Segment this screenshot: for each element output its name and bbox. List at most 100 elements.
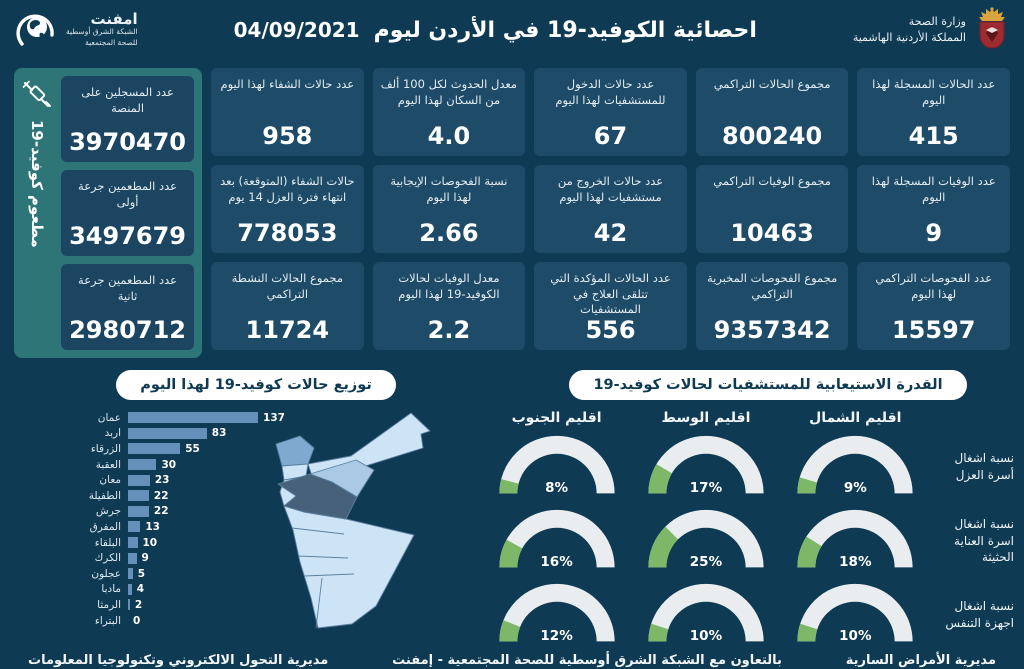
stat-card-label: عدد الحالات المسجلة لهذا اليوم: [872, 77, 996, 107]
stats-grid: عدد الحالات المسجلة لهذا اليوم 415 عدد الو…: [0, 60, 1024, 364]
bar-row: الكرك 9: [36, 550, 482, 566]
jordan-map: [256, 406, 468, 632]
stat-card: عدد الوفيات المسجلة لهذا اليوم 9: [857, 165, 1010, 253]
gauge-arc: [498, 435, 615, 494]
hospital-capacity-section: اقليم الشمال اقليم الوسط اقليم الجنوب نسبة …: [482, 406, 1014, 644]
gauge-arc: [797, 435, 913, 494]
bar: [128, 552, 137, 564]
vaccination-panel: عدد المسجلين على المنصة 3970470 عدد المطعم…: [14, 68, 202, 358]
gauge-value: 18%: [839, 554, 872, 570]
stat-card-value: 2980712: [69, 316, 186, 344]
vaccination-cards: عدد المسجلين على المنصة 3970470 عدد المطعم…: [61, 76, 194, 350]
bar-row: الطفيلة 22: [36, 488, 482, 504]
bar-category-label: البلقاء: [94, 536, 122, 549]
stat-card-value: 42: [593, 219, 628, 247]
gauge: 16%: [493, 504, 621, 578]
stat-card: عدد حالات الشفاء لهذا اليوم 958: [211, 68, 364, 156]
bar: [128, 568, 133, 580]
stat-card-value: 3970470: [69, 128, 186, 156]
gauge-arc: [498, 583, 615, 642]
bar: [128, 599, 130, 611]
gauge-region-header: اقليم الوسط: [661, 410, 751, 426]
bar-category-label: عجلون: [91, 567, 122, 580]
gauge-row-label: نسبة اشغال اجهزة التنفس: [945, 599, 1014, 630]
gauge: 18%: [791, 504, 919, 578]
gauge: 25%: [642, 504, 770, 578]
bar-category-label: المفرق: [89, 520, 122, 533]
emphnet-line1: الشبكة الشرق أوسطية: [66, 27, 138, 37]
stat-card: مجموع الفحوصات المخبرية التراكمي 9357342: [695, 262, 849, 350]
stat-card: نسبة الفحوصات الإيجابية لهذا اليوم 2.66: [372, 165, 526, 253]
bar-category-label: عمان: [97, 411, 122, 424]
stat-card-label: معدل الوفيات لحالات الكوفيد-19 لهذا اليو…: [398, 271, 500, 301]
stat-card-label: مجموع الفحوصات المخبرية التراكمي: [706, 271, 838, 301]
bar-value-label: 83: [211, 427, 227, 440]
syringe-icon: [22, 80, 52, 107]
gauge-value: 25%: [689, 554, 723, 570]
footer-left: مديرية التحول الالكتروني وتكنولوجيا المع…: [28, 653, 329, 668]
vaccination-strip: مطعوم كوفيد-19: [19, 76, 55, 350]
bar-row: اربد 83: [36, 426, 482, 442]
stat-card-label: عدد المسجلين على المنصة: [81, 85, 174, 115]
stats-column: مجموع الحالات التراكمي 800240 مجموع الوفيا…: [695, 68, 849, 358]
stat-card-label: عدد الحالات المؤكدة التي تتلقى العلاج في…: [550, 271, 671, 317]
bar-category-label: العقبة: [95, 458, 122, 471]
stat-card: حالات الشفاء (المتوقعة) بعد انتهاء فترة …: [211, 165, 364, 253]
stats-column: معدل الحدوث لكل 100 ألف من السكان لهذا ا…: [372, 68, 526, 358]
gauge-arc: [648, 583, 764, 642]
bar: [128, 474, 150, 486]
bar-category-label: جرش: [95, 505, 122, 518]
stat-card: عدد حالات الخروج من مستشفيات لهذا اليوم 4…: [534, 165, 687, 253]
bar: [128, 459, 157, 471]
bar: [128, 443, 181, 455]
stat-card: مجموع الحالات التراكمي 800240: [695, 68, 849, 156]
stat-card: مجموع الوفيات التراكمي 10463: [695, 165, 849, 253]
bar-value-label: 30: [161, 458, 177, 471]
stat-card-label: مجموع الحالات التراكمي: [713, 77, 831, 91]
stat-card: عدد المطعمين جرعة أولى 3497679: [61, 170, 194, 256]
bar-value-label: 10: [142, 536, 158, 549]
stat-card-value: 556: [585, 316, 636, 344]
stat-card: عدد الحالات المؤكدة التي تتلقى العلاج في…: [534, 262, 687, 350]
stat-card: عدد الحالات المسجلة لهذا اليوم 415: [857, 68, 1010, 156]
globe-icon: [16, 14, 54, 46]
bar-value-label: 2: [134, 598, 143, 611]
bar-row: المفرق 13: [36, 519, 482, 535]
stat-card: معدل الوفيات لحالات الكوفيد-19 لهذا اليو…: [372, 262, 526, 350]
case-distribution-section: عمان 137 اربد 83 الزرقاء 55 العقبة 30 معان 23 الطف…: [10, 406, 482, 644]
bar: [128, 427, 207, 439]
bar-value-label: 137: [263, 411, 285, 424]
gauge-arc: [797, 509, 913, 568]
bar-row: الزرقاء 55: [36, 441, 482, 457]
gauge: 9%: [791, 430, 919, 504]
bar-value-label: 23: [154, 474, 170, 487]
emphnet-logo: امفنت الشبكة الشرق أوسطية للصحة المجتمعي…: [14, 8, 138, 52]
bottom-section: اقليم الشمال اقليم الوسط اقليم الجنوب نسبة …: [0, 406, 1024, 644]
bar-chart: عمان 137 اربد 83 الزرقاء 55 العقبة 30 معان 23 الطف…: [36, 410, 482, 628]
footer: مديرية الأمراض السارية بالتعاون مع الشبك…: [0, 644, 1024, 669]
gauge: 12%: [493, 578, 621, 652]
bar-value-label: 0: [133, 614, 141, 627]
gauge: 17%: [642, 430, 770, 504]
bar-row: عمان 137: [36, 410, 482, 426]
capacity-banner-half: القدرة الاستيعابية للمستشفيات لحالات كوف…: [512, 370, 1024, 400]
gauge-value: 16%: [540, 554, 573, 570]
stat-card-value: 9: [925, 219, 943, 247]
gauge-row-label: نسبة اشغال اسرة العناية الحثيثة: [954, 516, 1014, 565]
stat-card-label: نسبة الفحوصات الإيجابية لهذا اليوم: [390, 174, 508, 204]
bar-row: عجلون 5: [36, 566, 482, 582]
gauge-value: 12%: [540, 628, 573, 644]
gauge-arc: [648, 435, 764, 494]
bar-value-label: 55: [185, 442, 200, 455]
gauge-value: 9%: [843, 480, 867, 496]
page-date: 04/09/2021: [233, 18, 360, 42]
bar-value-label: 5: [137, 567, 146, 580]
emphnet-name: امفنت: [90, 9, 138, 28]
stat-card-label: عدد المطعمين جرعة ثانية: [78, 273, 178, 303]
footer-center: بالتعاون مع الشبكة الشرق أوسطية للصحة ال…: [392, 653, 782, 668]
stat-card-value: 800240: [722, 122, 823, 150]
bar-category-label: معان: [99, 474, 122, 487]
stat-card-value: 4.0: [427, 122, 471, 150]
stat-card-label: عدد المطعمين جرعة أولى: [78, 179, 178, 209]
stat-card-value: 9357342: [713, 316, 831, 344]
